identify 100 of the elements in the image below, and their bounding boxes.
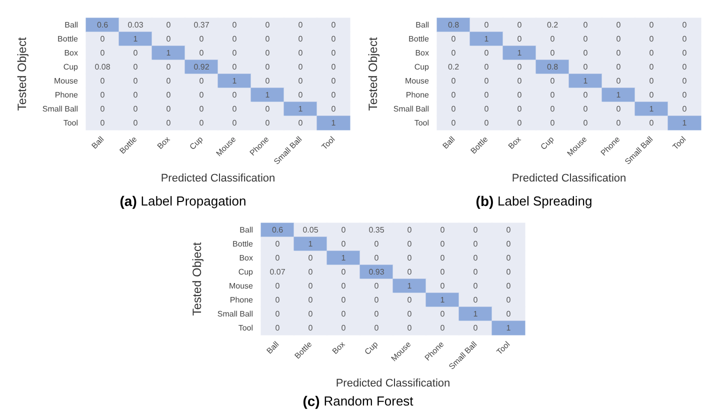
- data-label: 0: [331, 48, 336, 58]
- data-label: 0: [550, 90, 556, 100]
- data-label: 0: [298, 34, 304, 44]
- data-label: 0: [407, 296, 412, 304]
- data-label: 0: [583, 48, 588, 58]
- data-label: 0: [298, 76, 304, 86]
- data-label: 0: [308, 254, 314, 262]
- data-label: 0: [331, 34, 336, 44]
- data-label: 0: [440, 268, 446, 276]
- y-tick-label: Tool: [63, 118, 78, 128]
- data-label: 0: [517, 34, 522, 44]
- data-label: 1: [308, 240, 314, 248]
- data-label: 0.6: [96, 20, 109, 30]
- x-tick-label: Tool: [320, 134, 337, 152]
- data-label: 0: [308, 296, 314, 304]
- data-label: 0: [550, 48, 556, 58]
- data-label: 0: [265, 34, 270, 44]
- data-label: 0.2: [546, 20, 559, 30]
- data-label: 0: [517, 20, 522, 30]
- data-label: 0: [341, 296, 346, 304]
- x-tick-label: Cup: [538, 134, 556, 152]
- x-tick-label: Tool: [494, 340, 512, 357]
- data-label: 0: [583, 62, 588, 72]
- data-label: 0: [308, 310, 314, 318]
- data-label: 0: [232, 20, 238, 30]
- data-label: 0: [473, 268, 478, 276]
- data-label: 0: [473, 226, 478, 234]
- y-tick-label: Mouse: [54, 76, 79, 86]
- data-label: 0.03: [128, 20, 144, 30]
- data-label: 0: [232, 90, 238, 100]
- data-label: 0: [331, 20, 336, 30]
- data-label: 0: [484, 90, 490, 100]
- data-label: 0: [440, 226, 446, 234]
- data-label: 0: [682, 90, 688, 100]
- data-label: 0: [100, 48, 106, 58]
- x-axis-title: Predicted Classification: [336, 378, 450, 390]
- data-label: 0: [484, 48, 490, 58]
- data-label: 0: [265, 20, 270, 30]
- data-label: 1: [616, 90, 622, 100]
- data-label: 0: [275, 324, 280, 332]
- data-label: 0: [265, 104, 270, 114]
- data-label: 0: [331, 76, 336, 86]
- x-tick-label: Box: [506, 134, 523, 151]
- data-label: 0: [583, 104, 588, 114]
- data-label: 0: [451, 34, 456, 44]
- data-label: 0: [473, 254, 478, 262]
- data-label: 0: [550, 104, 556, 114]
- data-label: 0: [199, 34, 204, 44]
- data-label: 0: [265, 48, 270, 58]
- y-tick-label: Small Ball: [393, 104, 430, 114]
- data-label: 0: [616, 76, 622, 86]
- data-label: 0: [166, 76, 172, 86]
- data-label: 0: [100, 34, 106, 44]
- data-label: 0: [100, 76, 106, 86]
- data-label: 0: [331, 104, 336, 114]
- text: (c) Random Forest: [302, 393, 414, 409]
- data-label: 0: [506, 268, 512, 276]
- data-label: 0: [341, 324, 346, 332]
- data-label: 0: [133, 62, 138, 72]
- data-label: 1: [265, 90, 270, 100]
- data-label: 0: [484, 118, 490, 128]
- data-label: 0: [506, 254, 512, 262]
- data-label: 0: [232, 34, 238, 44]
- data-label: 0: [473, 324, 478, 332]
- data-label: 0: [484, 76, 490, 86]
- data-label: 0: [133, 76, 138, 86]
- y-tick-label: Phone: [406, 90, 430, 100]
- data-label: 0: [199, 118, 204, 128]
- data-label: 0: [682, 48, 688, 58]
- y-axis-title: Tested Object: [190, 242, 204, 316]
- data-label: 0: [265, 62, 270, 72]
- y-tick-label: Phone: [230, 296, 254, 304]
- data-label: 0: [341, 268, 346, 276]
- data-label: 0: [616, 118, 622, 128]
- data-label: 0: [407, 254, 412, 262]
- data-label: 0: [517, 104, 522, 114]
- data-label: 0: [440, 240, 446, 248]
- data-label: 0: [484, 20, 490, 30]
- data-label: 0: [682, 34, 688, 44]
- data-label: 0.37: [194, 20, 210, 30]
- data-label: 0: [133, 104, 138, 114]
- data-label: 0: [100, 118, 106, 128]
- data-label: 0: [407, 226, 412, 234]
- data-label: 1: [649, 104, 654, 114]
- data-label: 0: [649, 48, 654, 58]
- data-label: 0: [298, 118, 304, 128]
- data-label: 0: [506, 226, 512, 234]
- y-tick-label: Tool: [414, 118, 430, 128]
- data-label: 1: [473, 310, 478, 318]
- data-label: 0: [506, 240, 512, 248]
- x-tick-label: Ball: [90, 134, 106, 151]
- data-label: 0: [341, 226, 346, 234]
- data-label: 1: [583, 76, 588, 86]
- data-label: 0: [265, 118, 270, 128]
- data-label: 0: [440, 254, 446, 262]
- data-label: 1: [331, 118, 336, 128]
- data-label: 0: [517, 90, 522, 100]
- data-label: 0: [199, 90, 204, 100]
- x-tick-label: Ball: [440, 134, 457, 151]
- y-tick-label: Phone: [54, 90, 79, 100]
